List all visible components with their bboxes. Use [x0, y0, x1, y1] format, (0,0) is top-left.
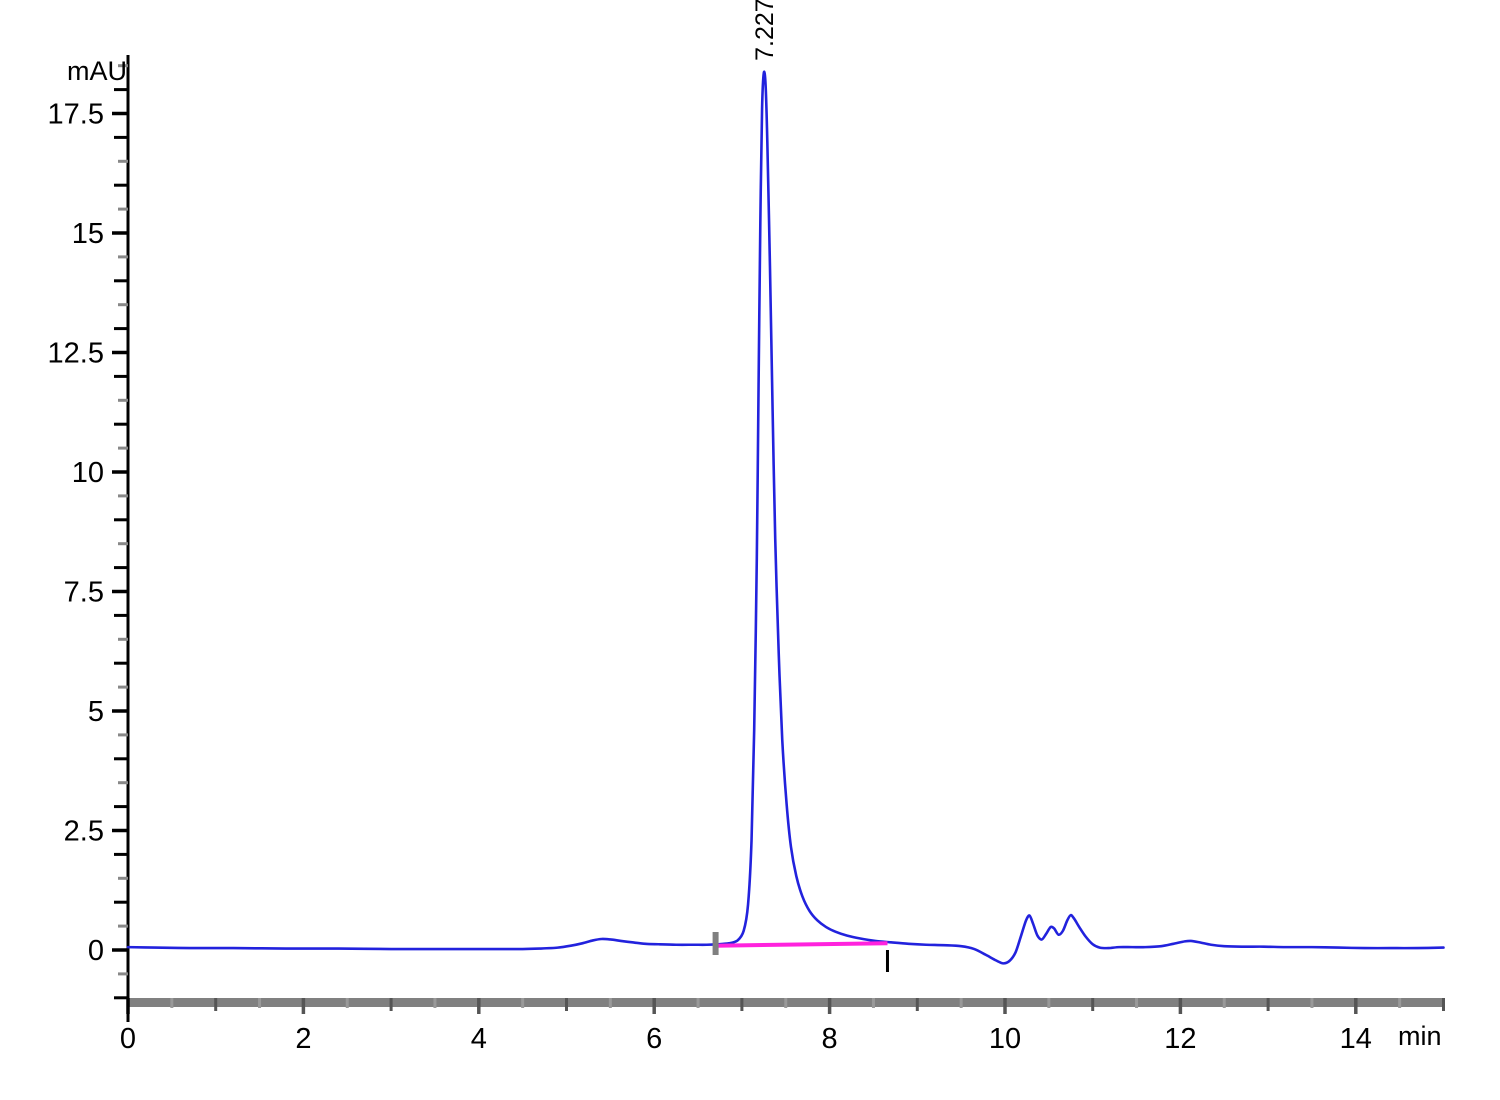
x-tick-label: 2 [295, 1023, 311, 1055]
y-tick-label: 0 [88, 935, 104, 967]
integration-group [712, 932, 889, 972]
x-tick-label: 8 [822, 1023, 838, 1055]
x-axis-title: min [1398, 1021, 1442, 1051]
y-tick-label: 2.5 [64, 816, 104, 848]
y-axis-minor-ticks [114, 64, 128, 1000]
x-tick-label: 0 [120, 1023, 136, 1055]
y-tick-label: 15 [72, 218, 104, 250]
y-tick-label: 12.5 [48, 338, 104, 370]
x-tick-label: 12 [1164, 1023, 1196, 1055]
y-tick-label: 5 [88, 696, 104, 728]
uv-trace-line [126, 70, 1445, 965]
y-axis-title: mAU [67, 56, 127, 86]
y-axis-major-ticks [112, 111, 128, 952]
y-tick-label: 17.5 [48, 99, 104, 131]
x-tick-label: 14 [1340, 1023, 1372, 1055]
y-axis-group: 0 2.5 5 7.5 10 12.5 15 17.5 mAU [48, 55, 130, 1022]
data-series-group [126, 70, 1445, 965]
x-tick-label: 4 [471, 1023, 487, 1055]
x-axis-minor-ticks [170, 998, 1445, 1011]
x-tick-label: 10 [989, 1023, 1021, 1055]
y-tick-label: 7.5 [64, 577, 104, 609]
peak-marker-ticks [712, 932, 889, 972]
x-axis-tick-labels: 0 2 4 6 8 10 12 14 [120, 1023, 1372, 1055]
y-tick-label: 10 [72, 457, 104, 489]
x-axis-group: 0 2 4 6 8 10 12 14 min [120, 998, 1445, 1055]
integration-baseline [715, 941, 888, 948]
annotation-group: 7.227 [751, 0, 779, 61]
peak-retention-time-label: 7.227 [751, 0, 779, 61]
y-axis-tick-labels: 0 2.5 5 7.5 10 12.5 15 17.5 [48, 99, 104, 968]
x-axis-major-ticks [126, 998, 1358, 1014]
x-tick-label: 6 [646, 1023, 662, 1055]
